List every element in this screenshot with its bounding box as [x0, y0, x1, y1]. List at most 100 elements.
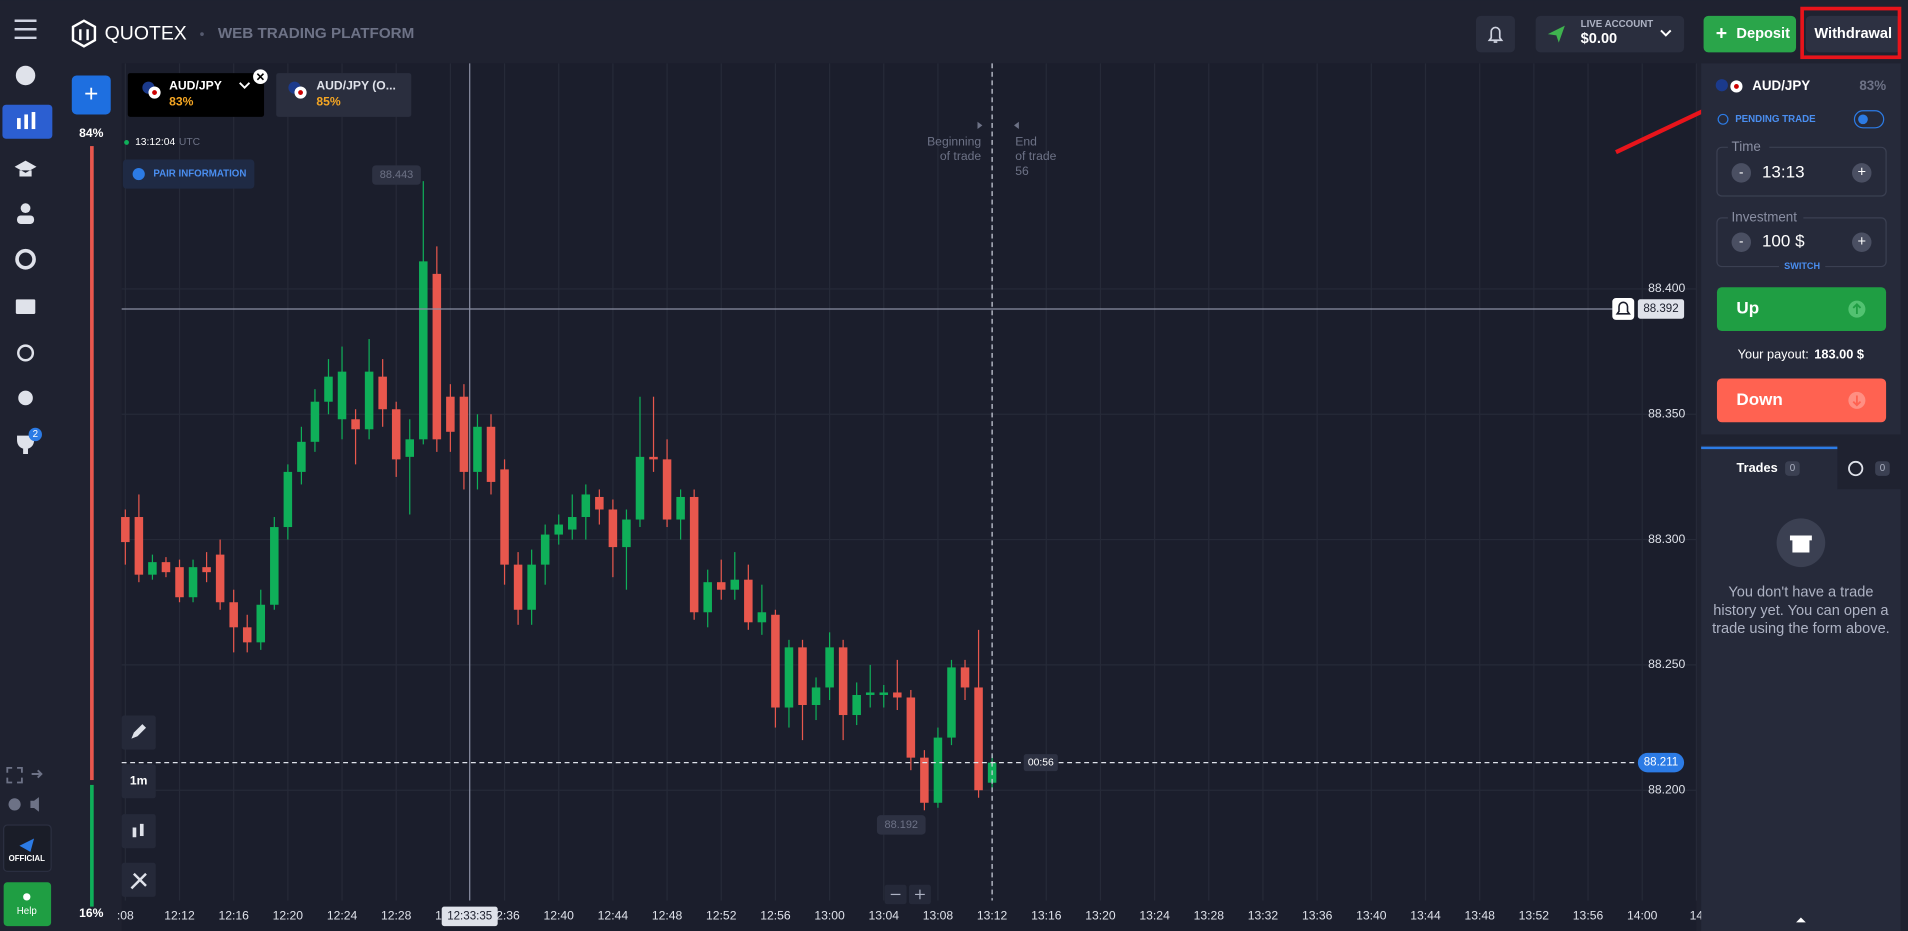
annotation: of trade	[1015, 149, 1056, 163]
fullscreen-icon[interactable]	[6, 766, 23, 784]
candle-body	[121, 517, 130, 543]
dot	[200, 32, 204, 36]
candle-body	[568, 517, 577, 530]
deposit-button[interactable]	[1703, 15, 1797, 53]
candle-body	[215, 554, 225, 603]
badge	[28, 427, 42, 442]
account-icon	[1547, 25, 1565, 43]
annotation: 56	[1015, 164, 1029, 178]
x-tick-label: 13:00	[814, 909, 845, 923]
coins-icon[interactable]	[18, 390, 33, 406]
y-tick-label: 88.400	[1648, 281, 1685, 295]
candle-body	[635, 456, 645, 520]
investment-plus[interactable]	[1852, 232, 1872, 252]
candle-body	[324, 376, 333, 402]
deposit-plus: +	[1716, 22, 1727, 44]
history-icon	[1848, 460, 1864, 477]
balance: $0.00	[1581, 31, 1618, 47]
chart-type-button[interactable]	[121, 814, 156, 849]
withdrawal-button[interactable]	[1805, 15, 1901, 53]
chart-nav-icon	[17, 112, 36, 130]
candle-body	[947, 667, 956, 738]
timeframe-button[interactable]	[121, 764, 156, 799]
svg-text:+: +	[1857, 234, 1866, 250]
help-button[interactable]	[3, 882, 52, 927]
pair-info-button[interactable]	[122, 159, 255, 189]
crosshair-time: 12:33:35	[447, 910, 492, 922]
tab-payout: 85%	[316, 94, 341, 108]
tab-payout: 83%	[169, 94, 194, 108]
pending: PENDING TRADE	[1735, 114, 1816, 125]
x-tick-label: 13:08	[923, 909, 954, 923]
candle-body	[161, 562, 171, 573]
menu-icon[interactable]	[14, 19, 37, 39]
x-tick-label: 12:12	[164, 909, 195, 923]
add-tab-button[interactable]	[71, 75, 111, 115]
candle-body	[757, 612, 767, 623]
x-tick-label: 13:20	[1085, 909, 1116, 923]
candle-body	[744, 579, 753, 623]
candle-body	[595, 496, 604, 510]
badge-count: 2	[33, 429, 38, 440]
sound-icon[interactable]	[30, 797, 39, 812]
candle-body	[500, 469, 509, 565]
account-switch[interactable]	[1535, 15, 1685, 53]
settings-icon[interactable]	[8, 798, 21, 811]
candle-body	[689, 496, 699, 613]
x-tick-label: 14	[1690, 909, 1704, 923]
candle-body	[649, 456, 658, 460]
switch[interactable]: SWITCH	[1784, 261, 1820, 271]
min-label: 88.192	[885, 819, 918, 831]
x-tick-label: 12:20	[273, 909, 304, 923]
asset-tabs: AUD/JPY 83% AUD/JPY (O... 85% 13:12:04 U…	[122, 69, 412, 189]
candle-body	[419, 261, 428, 440]
time-minus[interactable]	[1731, 163, 1752, 183]
deposit-label: Deposit	[1736, 26, 1790, 42]
annotation-arrow	[977, 121, 983, 130]
x-tick-label: 12:24	[327, 909, 358, 923]
tournament-icon[interactable]	[17, 435, 35, 454]
sentiment-up: 84%	[79, 126, 104, 140]
investment-minus[interactable]	[1731, 232, 1752, 252]
history-tab[interactable]	[1837, 445, 1901, 490]
crosshair-price-box	[1637, 299, 1685, 319]
notifications[interactable]	[1476, 15, 1515, 53]
candle-body	[554, 524, 563, 535]
education-icon[interactable]	[14, 160, 37, 177]
pending-toggle[interactable]	[1853, 110, 1885, 129]
share-icon[interactable]	[31, 769, 43, 779]
x-tick-label: 12:44	[598, 909, 629, 923]
sentiment: + 84% 16%	[71, 75, 111, 920]
x-tick-label: 13:28	[1194, 909, 1225, 923]
signals-icon[interactable]	[17, 344, 35, 362]
collapse-icon[interactable]	[1796, 917, 1806, 923]
candle-body	[920, 757, 929, 803]
annotation: Beginning	[927, 135, 981, 149]
x-tick-label: 13:56	[1573, 909, 1604, 923]
x-tick-label: 13:04	[869, 909, 900, 923]
help-icon[interactable]	[15, 65, 36, 86]
candle-body	[879, 692, 889, 695]
clock-zone: UTC	[179, 137, 201, 148]
crosshair-time-box	[441, 906, 498, 927]
x-tick-label: 12:28	[381, 909, 412, 923]
candle-body	[730, 579, 740, 590]
down-button[interactable]	[1716, 378, 1887, 423]
up-button[interactable]	[1716, 287, 1887, 332]
portfolio-icon[interactable]	[15, 299, 36, 315]
countdown-box	[1023, 754, 1058, 772]
candle-body	[676, 496, 685, 520]
trades-tab[interactable]	[1701, 445, 1838, 490]
tab-active[interactable]	[127, 73, 265, 117]
x-tick-label: 12:48	[652, 909, 683, 923]
trade-panel: AUD/JPY 83% PENDING TRADE Time - 13:13 +…	[1701, 63, 1901, 931]
time-field[interactable]	[1716, 146, 1887, 197]
profile-icon[interactable]	[20, 203, 31, 214]
telegram-icon	[19, 838, 35, 852]
tab-inactive[interactable]	[276, 73, 412, 117]
alert-button[interactable]	[1612, 298, 1635, 320]
market-icon[interactable]	[15, 248, 36, 270]
time-plus[interactable]	[1852, 163, 1872, 183]
x-tick-label: 13:40	[1356, 909, 1387, 923]
